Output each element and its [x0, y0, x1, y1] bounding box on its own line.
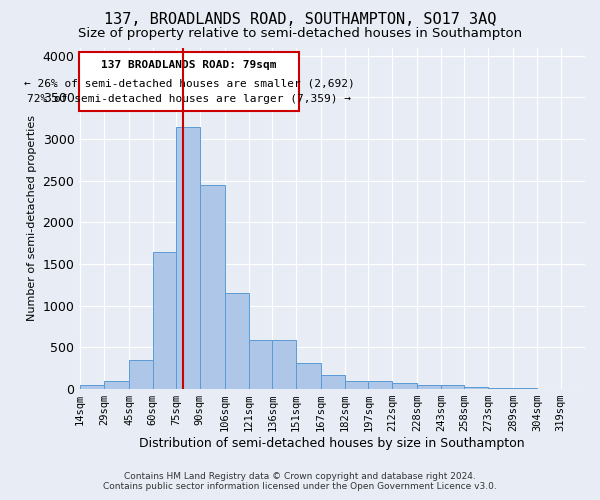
Bar — [417, 386, 441, 389]
Bar — [200, 185, 225, 389]
Bar — [464, 387, 488, 389]
Text: ← 26% of semi-detached houses are smaller (2,692): ← 26% of semi-detached houses are smalle… — [24, 78, 355, 88]
Bar — [225, 294, 248, 389]
Bar — [345, 381, 368, 389]
Bar — [248, 340, 272, 389]
Bar — [152, 252, 176, 389]
Bar — [272, 340, 296, 389]
Text: Size of property relative to semi-detached houses in Southampton: Size of property relative to semi-detach… — [78, 28, 522, 40]
Text: Contains HM Land Registry data © Crown copyright and database right 2024.
Contai: Contains HM Land Registry data © Crown c… — [103, 472, 497, 491]
Bar — [392, 384, 417, 389]
Bar — [296, 364, 321, 389]
Bar — [488, 388, 514, 389]
Bar — [441, 386, 464, 389]
Text: 137, BROADLANDS ROAD, SOUTHAMPTON, SO17 3AQ: 137, BROADLANDS ROAD, SOUTHAMPTON, SO17 … — [104, 12, 496, 28]
Text: 72% of semi-detached houses are larger (7,359) →: 72% of semi-detached houses are larger (… — [27, 94, 351, 104]
Bar — [368, 381, 392, 389]
X-axis label: Distribution of semi-detached houses by size in Southampton: Distribution of semi-detached houses by … — [139, 437, 525, 450]
Bar — [514, 388, 537, 389]
Bar — [80, 385, 104, 389]
Bar — [129, 360, 152, 389]
Y-axis label: Number of semi-detached properties: Number of semi-detached properties — [27, 116, 37, 322]
Text: 137 BROADLANDS ROAD: 79sqm: 137 BROADLANDS ROAD: 79sqm — [101, 60, 277, 70]
Bar — [104, 381, 129, 389]
FancyBboxPatch shape — [79, 52, 299, 111]
Bar — [321, 375, 345, 389]
Bar — [176, 126, 200, 389]
